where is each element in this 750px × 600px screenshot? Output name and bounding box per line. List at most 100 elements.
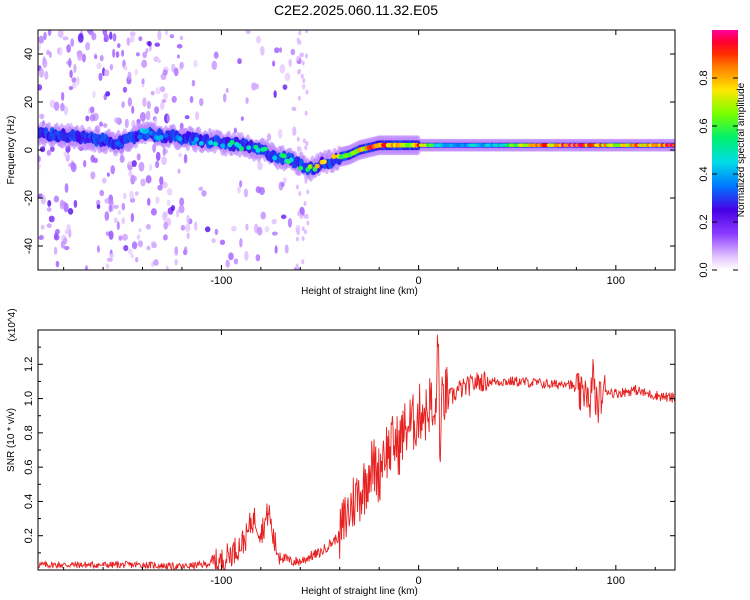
ridge-core <box>321 159 327 165</box>
noise-blob <box>112 48 116 58</box>
noise-blob <box>96 204 101 210</box>
noise-blob <box>306 189 310 195</box>
noise-blob <box>146 100 151 110</box>
noise-blob <box>199 98 204 107</box>
noise-blob <box>73 199 78 208</box>
noise-blob <box>251 82 257 91</box>
noise-blob <box>284 72 291 82</box>
y-axis-label-top: Frequency (Hz) <box>6 116 17 185</box>
noise-blob <box>142 51 148 59</box>
noise-blob <box>280 214 287 220</box>
noise-blob <box>245 30 251 34</box>
noise-blob <box>57 47 61 55</box>
noise-blob <box>178 204 185 214</box>
noise-blob <box>137 240 144 248</box>
noise-blob <box>166 188 173 196</box>
noise-blob <box>162 147 166 157</box>
noise-blob <box>163 221 168 230</box>
noise-blob <box>127 71 132 81</box>
chart-title: C2E2.2025.060.11.32.E05 <box>274 2 438 18</box>
noise-blob <box>106 257 113 262</box>
noise-blob <box>245 97 249 104</box>
ridge-core <box>177 136 183 142</box>
noise-blob <box>63 105 69 116</box>
noise-blob <box>72 82 77 89</box>
noise-blob <box>303 213 307 219</box>
noise-blob <box>38 235 42 240</box>
noise-blob <box>103 69 110 77</box>
y-tick-label-top: -20 <box>23 190 35 206</box>
noise-blob <box>108 230 114 240</box>
noise-blob <box>211 60 218 70</box>
ridge-core <box>61 136 67 142</box>
noise-blob <box>123 244 129 252</box>
noise-blob <box>139 111 146 122</box>
ridge-core <box>38 128 43 134</box>
noise-blob <box>163 234 168 241</box>
noise-blob <box>131 241 138 250</box>
ridge-core <box>298 165 304 171</box>
noise-blob <box>96 199 101 207</box>
noise-blob <box>67 207 74 215</box>
ridge-core <box>307 164 313 169</box>
noise-blob <box>70 38 75 47</box>
noise-blob <box>96 62 102 70</box>
noise-blob <box>64 229 70 235</box>
noise-blob <box>138 228 142 233</box>
y-tick-label-bottom: 1.0 <box>23 391 35 406</box>
noise-blob <box>118 235 123 241</box>
colorbar-tick-label: 0.0 <box>698 262 710 277</box>
noise-blob <box>122 233 128 241</box>
noise-blob <box>178 152 183 158</box>
noise-blob <box>204 226 211 233</box>
noise-blob <box>260 211 267 220</box>
noise-blob <box>69 69 73 79</box>
noise-blob <box>301 83 306 90</box>
noise-blob <box>64 183 69 193</box>
noise-blob <box>43 31 47 41</box>
noise-blob <box>255 254 261 262</box>
ridge-core <box>137 134 143 140</box>
noise-blob <box>38 41 41 51</box>
noise-blob <box>70 161 76 170</box>
noise-blob <box>90 171 96 180</box>
noise-blob <box>90 106 95 114</box>
noise-blob <box>154 42 161 47</box>
noise-blob <box>109 63 114 71</box>
noise-blob <box>121 101 125 109</box>
noise-blob <box>295 236 299 242</box>
noise-blob <box>173 67 179 77</box>
noise-blob <box>39 113 45 120</box>
colorbar-tick-label: 0.8 <box>698 70 710 85</box>
noise-blob <box>296 230 300 236</box>
noise-blob <box>279 64 286 74</box>
noise-blob <box>193 59 198 68</box>
noise-blob <box>47 200 52 207</box>
noise-blob <box>180 224 186 231</box>
noise-blob <box>145 175 152 184</box>
noise-blob <box>99 121 103 127</box>
noise-blob <box>129 31 136 37</box>
y-multiplier-label: (x10^4) <box>7 308 18 341</box>
noise-blob <box>272 60 276 67</box>
noise-blob <box>104 198 110 204</box>
noise-blob <box>136 153 141 161</box>
noise-blob <box>177 168 181 174</box>
noise-blob <box>155 160 160 169</box>
noise-blob <box>201 190 207 197</box>
noise-blob <box>48 215 55 223</box>
noise-blob <box>208 128 212 133</box>
noise-blob <box>141 59 148 69</box>
noise-blob <box>141 78 145 85</box>
noise-blob <box>96 245 101 253</box>
noise-blob <box>171 95 177 103</box>
noise-blob <box>135 256 139 263</box>
ridge-core <box>272 155 278 161</box>
noise-blob <box>155 196 160 204</box>
noise-blob <box>219 239 226 246</box>
ridge-core <box>191 140 197 146</box>
noise-blob <box>106 172 110 177</box>
noise-blob <box>297 69 301 75</box>
noise-blob <box>303 201 307 207</box>
noise-blob <box>288 58 292 68</box>
